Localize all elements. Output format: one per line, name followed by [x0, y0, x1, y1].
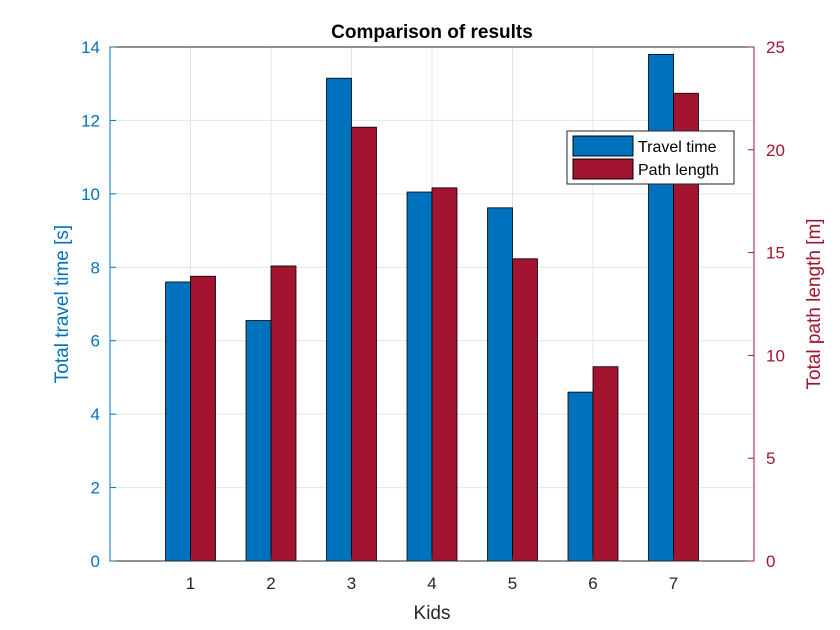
left-tick-label: 6: [91, 332, 100, 351]
x-tick-label: 2: [266, 574, 275, 593]
left-tick-label: 2: [91, 479, 100, 498]
left-tick-label: 8: [91, 258, 100, 277]
bar-path-length-kid-5: [512, 258, 538, 562]
left-y-axis-label: Total travel time [s]: [52, 225, 73, 383]
right-tick-label: 15: [766, 244, 785, 263]
bar-path-length-kid-4: [431, 187, 458, 562]
bar-travel-time-kid-1: [165, 281, 191, 562]
legend-swatch-travel-time: [572, 135, 634, 157]
x-axis: 1 2 3 4 5 6 7: [186, 555, 678, 593]
left-tick-label: 14: [81, 38, 100, 57]
x-tick-label: 3: [347, 574, 356, 593]
left-tick-label: 12: [81, 111, 100, 130]
x-axis-label: Kids: [414, 603, 451, 624]
legend-swatch-path-length: [572, 158, 634, 180]
right-y-axis: 0 5 10 15 20 25: [748, 38, 785, 571]
x-tick-label: 5: [508, 574, 517, 593]
right-tick-label: 25: [766, 38, 785, 57]
bar-path-length-kid-6: [592, 366, 619, 562]
right-tick-label: 0: [766, 552, 775, 571]
x-tick-label: 7: [669, 574, 678, 593]
left-tick-label: 0: [91, 552, 100, 571]
legend-label-path-length: Path length: [638, 162, 719, 179]
bar-travel-time-kid-7: [648, 53, 674, 562]
bar-travel-time-kid-3: [326, 77, 352, 562]
right-tick-label: 10: [766, 346, 785, 365]
bar-travel-time-kid-6: [567, 391, 594, 562]
x-tick-label: 1: [186, 574, 195, 593]
left-tick-label: 10: [81, 185, 100, 204]
legend: Travel time Path length: [566, 130, 735, 185]
bar-path-length-kid-3: [351, 126, 377, 562]
left-tick-label: 4: [91, 405, 100, 424]
bar-path-length-kid-1: [190, 275, 216, 562]
right-y-axis-label: Total path length [m]: [804, 218, 825, 389]
right-tick-label: 20: [766, 141, 785, 160]
legend-label-travel-time: Travel time: [638, 139, 717, 156]
x-tick-label: 6: [588, 574, 597, 593]
bar-travel-time-kid-4: [406, 191, 433, 562]
bar-path-length-kid-2: [270, 265, 297, 562]
bar-travel-time-kid-2: [245, 320, 272, 562]
chart-title: Comparison of results: [331, 22, 533, 43]
left-y-axis: 0 2 4 6 8 10 12 14: [81, 38, 116, 571]
bar-travel-time-kid-5: [487, 207, 513, 562]
x-tick-label: 4: [427, 574, 436, 593]
right-tick-label: 5: [766, 449, 775, 468]
